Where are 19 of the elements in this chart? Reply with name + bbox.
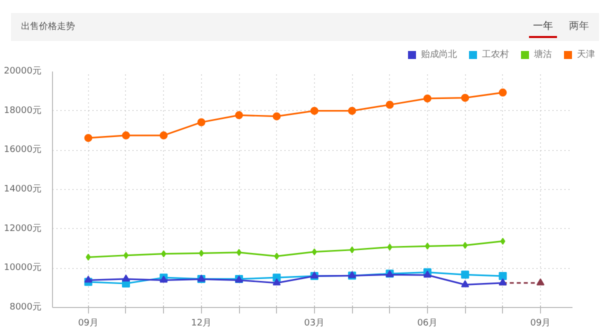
legend-label: 贻成尚北	[421, 49, 457, 62]
x-tick-label: 03月	[304, 318, 325, 328]
y-tick-label: 16000元	[4, 144, 42, 156]
y-tick-label: 14000元	[4, 184, 42, 194]
y-tick-label: 18000元	[4, 104, 42, 116]
x-tick-label: 09月	[530, 318, 551, 328]
text: 一年	[529, 18, 557, 38]
y-tick-label: 12000元	[4, 222, 42, 234]
legend-label: 塘沽	[534, 49, 552, 62]
chart-title: 出售价格走势	[21, 20, 75, 34]
text: 两年	[568, 20, 590, 34]
x-tick-label: 12月	[191, 318, 212, 328]
y-tick-label: 10000元	[4, 262, 42, 274]
legend-label: 天津	[577, 49, 595, 62]
x-tick-label: 09月	[78, 318, 99, 328]
y-tick-label: 8000元	[10, 302, 42, 312]
y-tick-label: 20000元	[4, 66, 42, 76]
x-tick-label: 06月	[417, 318, 438, 328]
legend-label: 工农村	[482, 49, 509, 62]
